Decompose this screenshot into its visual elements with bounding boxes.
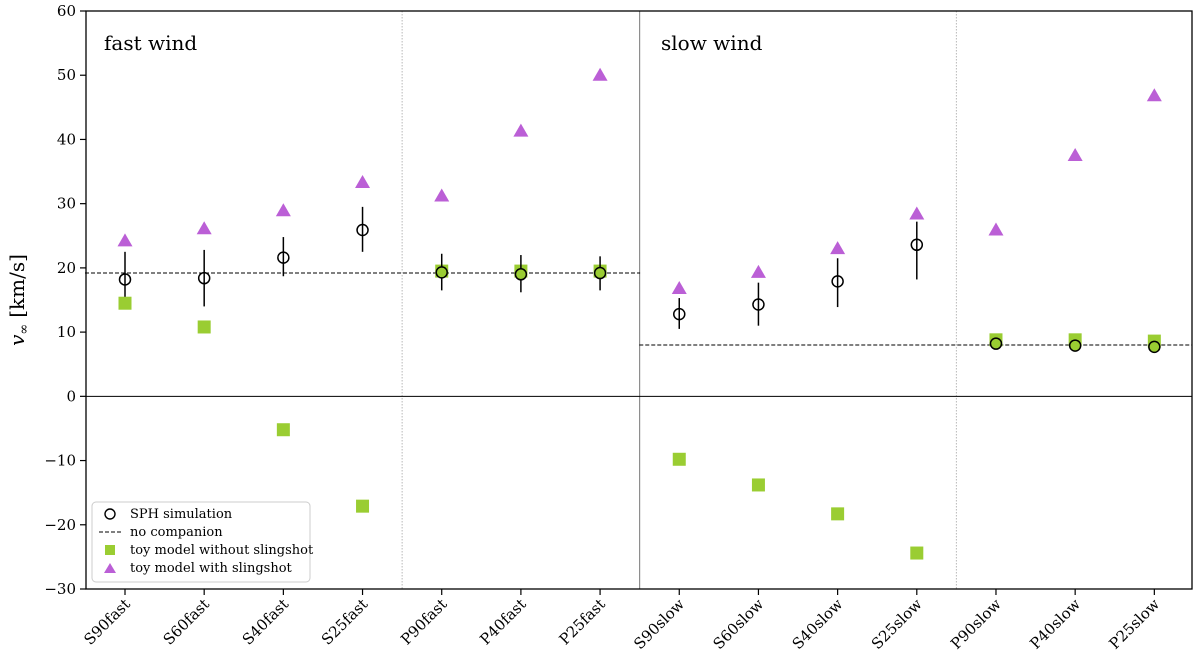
legend-marker-toy-without (105, 545, 115, 555)
legend-label-toy-without: toy model without slingshot (130, 543, 314, 558)
triangle-marker (434, 188, 450, 202)
square-marker (831, 507, 845, 521)
circle-marker (356, 223, 369, 237)
x-tick-label: S60fast (160, 595, 213, 648)
circle-marker (989, 337, 1003, 350)
x-tick-label: S40fast (239, 595, 292, 648)
triangle-marker (988, 222, 1004, 236)
y-tick-label: 50 (57, 66, 76, 84)
y-tick-label: 10 (57, 323, 76, 341)
x-tick-label: S90slow (630, 595, 688, 653)
y-tick-label: −10 (44, 452, 76, 470)
triangle-marker (1067, 148, 1083, 161)
legend: SPH simulation no companion toy model wi… (91, 501, 314, 583)
y-tick-label: 60 (57, 2, 76, 20)
y-tick-label: −20 (44, 516, 76, 534)
circle-marker (197, 271, 211, 285)
circle-marker (1068, 339, 1082, 352)
x-tick-label: P40fast (476, 595, 529, 648)
y-tick-label: 20 (57, 259, 76, 277)
legend-marker-toy-with (104, 563, 116, 573)
circle-marker (910, 238, 924, 252)
square-marker (276, 423, 290, 437)
legend-label-no-companion: no companion (130, 525, 223, 540)
legend-marker-sph (104, 508, 116, 520)
circle-marker (277, 251, 290, 264)
triangle-marker (513, 123, 529, 137)
gridlines (85, 11, 1192, 589)
x-tick-label: P25fast (556, 595, 609, 648)
square-marker (197, 320, 211, 334)
x-tick-label: S60slow (709, 595, 767, 653)
legend-box (91, 501, 311, 583)
y-axis-title-var: v (5, 334, 29, 346)
panel-label-fast: fast wind (104, 31, 197, 55)
y-tick-label: 30 (57, 195, 76, 213)
square-marker (118, 296, 132, 310)
triangle-marker (1146, 88, 1162, 102)
circle-marker (1148, 340, 1161, 354)
triangle-marker (750, 264, 766, 278)
y-tick-label: 40 (57, 130, 76, 148)
triangle-marker (275, 203, 291, 217)
x-tick-label: S25fast (318, 595, 371, 648)
circle-marker (514, 268, 528, 281)
x-tick-label: S25slow (868, 595, 926, 653)
x-tick-label: P40slow (1026, 595, 1084, 653)
y-axis-title-sub: ∞ (17, 324, 32, 335)
triangle-marker (196, 221, 212, 235)
triangle-marker (830, 241, 846, 255)
square-marker (910, 546, 924, 560)
triangle-marker (117, 233, 133, 247)
y-tick-label: −30 (44, 580, 76, 598)
triangle-marker (909, 206, 925, 220)
square-marker (356, 499, 370, 513)
y-axis-title: v∞ [km/s] (5, 254, 32, 346)
circle-marker (673, 307, 686, 321)
x-tick-label: P90fast (397, 595, 450, 648)
plot-frame (85, 10, 1193, 590)
data-marks (117, 67, 1162, 560)
triangle-marker (592, 67, 608, 81)
legend-label-toy-with: toy model with slingshot (130, 561, 293, 576)
triangle-marker (671, 280, 687, 294)
circle-marker (752, 298, 765, 311)
square-marker (751, 478, 765, 492)
circle-marker (831, 275, 844, 288)
x-tick-label: S90fast (80, 595, 133, 648)
circle-marker (593, 266, 607, 280)
circle-marker (435, 266, 448, 279)
panel-label-slow: slow wind (661, 31, 763, 55)
square-marker (672, 452, 686, 466)
y-tick-label: 0 (66, 387, 76, 405)
legend-label-sph: SPH simulation (130, 507, 233, 522)
circle-marker (118, 273, 132, 286)
y-axis-title-unit: [km/s] (5, 254, 29, 318)
x-tick-label: P25slow (1106, 595, 1164, 653)
triangle-marker (355, 174, 371, 188)
x-tick-label: S40slow (789, 595, 847, 653)
x-tick-label: P90slow (947, 595, 1005, 653)
